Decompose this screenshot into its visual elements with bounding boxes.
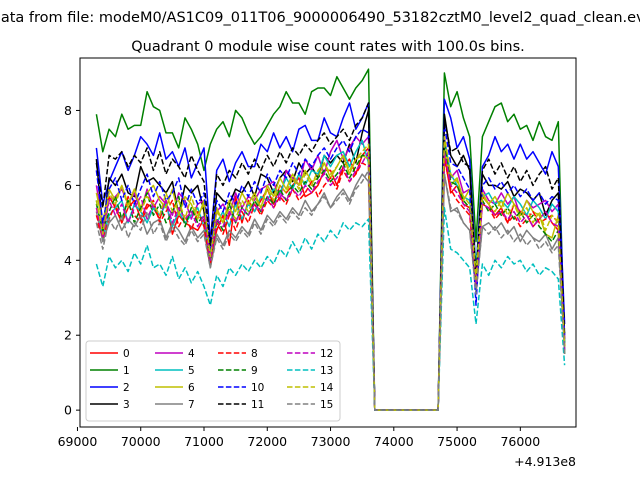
x-tick-label: 75000 — [437, 434, 477, 449]
legend-label-13: 13 — [320, 365, 333, 377]
x-tick-label: 70000 — [121, 434, 161, 449]
legend-label-14: 14 — [320, 382, 334, 394]
legend-label-0: 0 — [123, 348, 130, 360]
legend-label-10: 10 — [251, 382, 264, 394]
series-line-15 — [95, 169, 566, 411]
series-line-2 — [95, 98, 566, 411]
x-tick-label: 74000 — [374, 434, 414, 449]
x-tick-label: 69000 — [58, 434, 98, 449]
x-offset-label: +4.913e8 — [514, 454, 576, 469]
x-tick-label: 73000 — [311, 434, 351, 449]
series-line-1 — [95, 68, 566, 411]
x-tick-label: 76000 — [500, 434, 540, 449]
series-line-10 — [95, 124, 566, 411]
series-line-7 — [95, 173, 566, 411]
y-axis: 0 2 4 6 8 — [64, 103, 80, 418]
y-tick-label: 0 — [64, 403, 72, 418]
x-tick-label: 72000 — [247, 434, 287, 449]
series-lines — [95, 68, 566, 411]
chart-title: Quadrant 0 module wise count rates with … — [131, 39, 525, 55]
series-line-12 — [95, 150, 566, 411]
legend-label-11: 11 — [251, 399, 264, 411]
series-line-14 — [95, 135, 566, 411]
legend-label-6: 6 — [188, 382, 195, 394]
legend-label-5: 5 — [188, 365, 195, 377]
legend-label-1: 1 — [123, 365, 130, 377]
legend-label-9: 9 — [251, 365, 258, 377]
series-line-3 — [95, 109, 566, 411]
y-tick-label: 4 — [64, 253, 72, 268]
series-line-8 — [95, 158, 566, 411]
legend-box — [85, 340, 341, 422]
series-line-13 — [95, 207, 566, 411]
plot-area — [79, 57, 577, 428]
series-line-9 — [95, 143, 566, 411]
legend-label-15: 15 — [320, 399, 333, 411]
legend-label-3: 3 — [123, 399, 130, 411]
legend-label-2: 2 — [123, 382, 130, 394]
y-tick-label: 2 — [64, 328, 72, 343]
y-tick-label: 8 — [64, 103, 72, 118]
y-tick-label: 6 — [64, 178, 72, 193]
legend-label-7: 7 — [188, 399, 195, 411]
series-line-11 — [95, 102, 566, 411]
legend-label-4: 4 — [188, 348, 195, 360]
legend-label-8: 8 — [251, 348, 258, 360]
chart-suptitle: Data from file: modeM0/AS1C09_011T06_900… — [0, 10, 640, 26]
x-tick-label: 71000 — [184, 434, 224, 449]
legend-label-12: 12 — [320, 348, 333, 360]
series-line-5 — [95, 139, 566, 411]
x-axis: 69000 70000 71000 72000 73000 74000 75000 76000 — [58, 427, 540, 449]
